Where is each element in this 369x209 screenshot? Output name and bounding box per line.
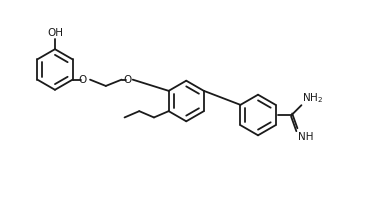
Text: NH: NH bbox=[298, 132, 313, 142]
Text: O: O bbox=[78, 75, 86, 85]
Text: O: O bbox=[124, 75, 132, 85]
Text: OH: OH bbox=[47, 28, 63, 38]
Text: NH$_2$: NH$_2$ bbox=[302, 91, 323, 105]
